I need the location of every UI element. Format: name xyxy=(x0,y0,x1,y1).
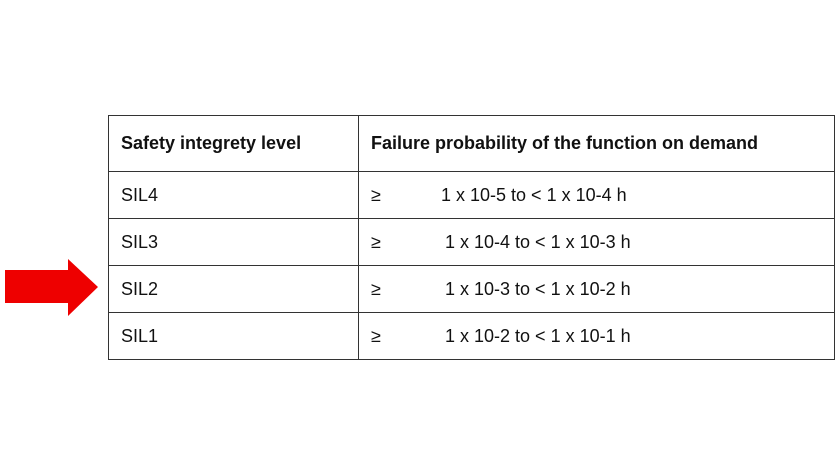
table-header-row: Safety integrety level Failure probabili… xyxy=(108,115,835,172)
sil-table: Safety integrety level Failure probabili… xyxy=(108,115,835,360)
table-row-highlighted: SIL2 ≥1 x 10-3 to < 1 x 10-2 h xyxy=(108,265,835,313)
table-row: SIL1 ≥1 x 10-2 to < 1 x 10-1 h xyxy=(108,312,835,360)
ge-symbol: ≥ xyxy=(371,184,381,205)
failure-probability: ≥1 x 10-3 to < 1 x 10-2 h xyxy=(358,265,835,313)
sil-level: SIL4 xyxy=(108,171,359,219)
red-arrow-icon xyxy=(5,259,98,316)
header-safety-integrity-level: Safety integrety level xyxy=(108,115,359,172)
failure-probability: ≥1 x 10-5 to < 1 x 10-4 h xyxy=(358,171,835,219)
sil-level: SIL1 xyxy=(108,312,359,360)
ge-symbol: ≥ xyxy=(371,325,381,346)
range-value: 1 x 10-2 to < 1 x 10-1 h xyxy=(445,325,631,346)
ge-symbol: ≥ xyxy=(371,231,381,252)
table-row: SIL3 ≥1 x 10-4 to < 1 x 10-3 h xyxy=(108,218,835,266)
range-value: 1 x 10-3 to < 1 x 10-2 h xyxy=(445,278,631,299)
sil-level: SIL2 xyxy=(108,265,359,313)
failure-probability: ≥1 x 10-4 to < 1 x 10-3 h xyxy=(358,218,835,266)
failure-probability: ≥1 x 10-2 to < 1 x 10-1 h xyxy=(358,312,835,360)
range-value: 1 x 10-5 to < 1 x 10-4 h xyxy=(441,184,627,205)
header-failure-probability: Failure probability of the function on d… xyxy=(358,115,835,172)
sil-level: SIL3 xyxy=(108,218,359,266)
table-row: SIL4 ≥1 x 10-5 to < 1 x 10-4 h xyxy=(108,171,835,219)
ge-symbol: ≥ xyxy=(371,278,381,299)
range-value: 1 x 10-4 to < 1 x 10-3 h xyxy=(445,231,631,252)
